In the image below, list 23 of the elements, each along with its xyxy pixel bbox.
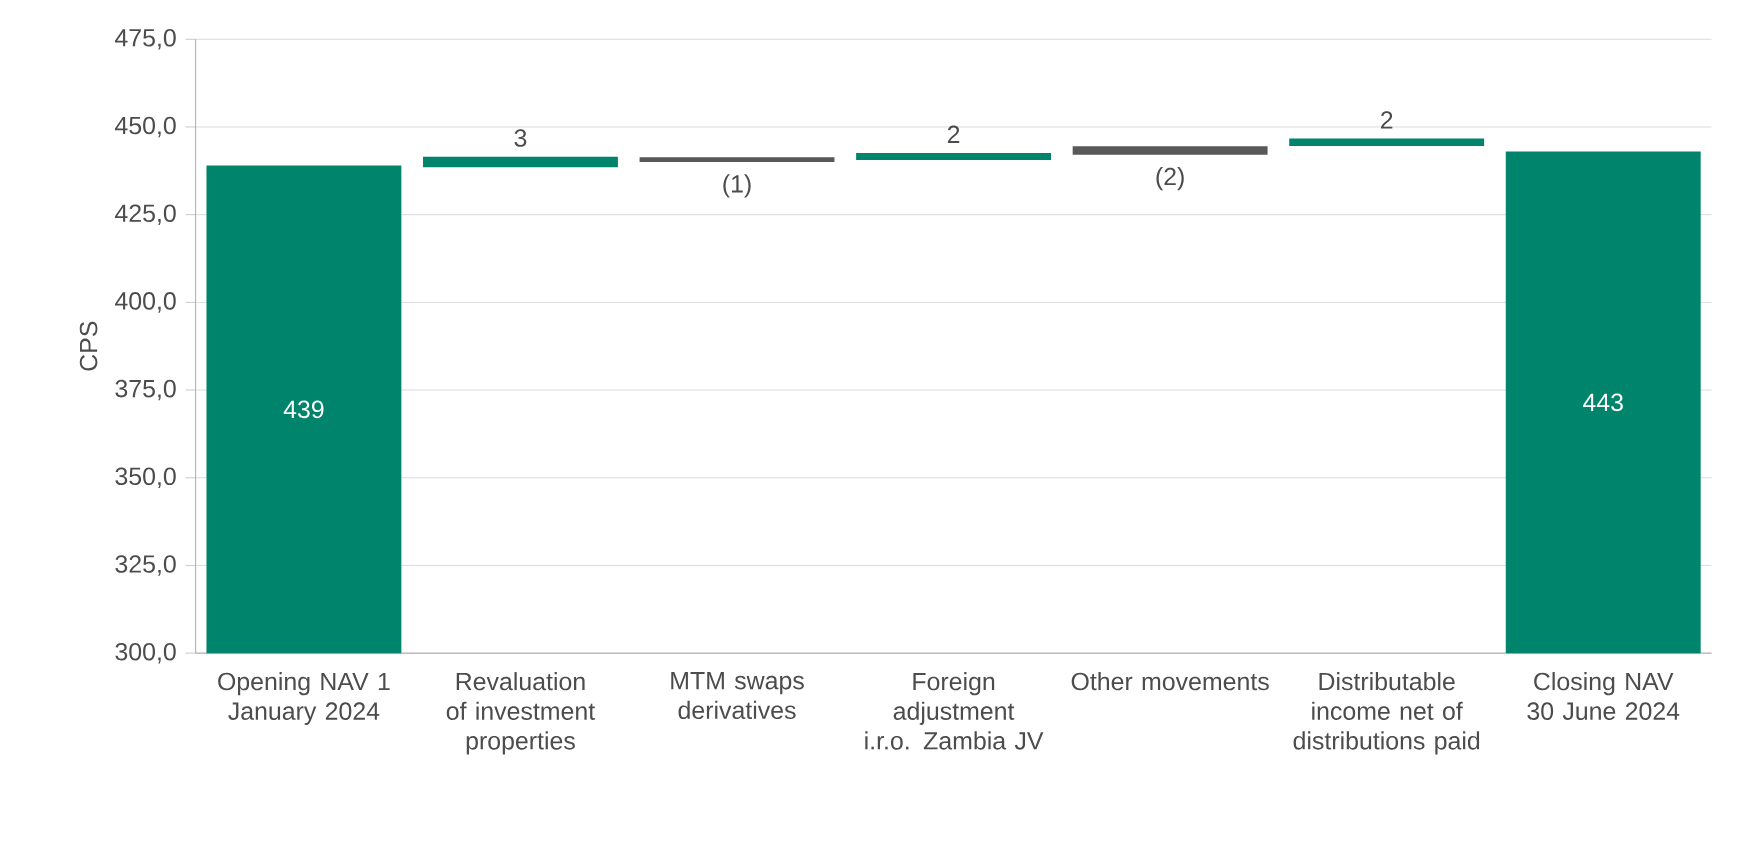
y-tick-label: 425,0 [115,204,176,225]
y-axis-title: CPS [79,321,98,371]
x-tick-label: Opening NAV 1 January 2024 [218,672,390,725]
y-tick-label: 325,0 [115,555,176,576]
y-tick-label: 450,0 [115,116,176,138]
data-label: (2) [1156,167,1184,191]
x-tick-label: MTM swaps derivatives [671,672,804,720]
data-label: 2 [1381,111,1393,129]
x-tick-label: Revaluation of investment properties [446,672,595,755]
y-tick-label: 475,0 [115,28,176,50]
data-label: 2 [947,125,960,143]
data-label: 3 [514,129,527,147]
y-tick-label: 350,0 [115,467,176,489]
x-tick-label: Distributable income net of distributions paid [1293,672,1480,755]
x-tick-label: Foreign adjustment i.r.o. Zambia JV [865,672,1044,750]
data-label: 439 [283,400,324,419]
data-label: 443 [1583,393,1623,412]
y-tick-label: 400,0 [115,292,176,313]
x-tick-label: Closing NAV 30 June 2024 [1527,672,1680,720]
y-tick-label: 375,0 [115,379,176,401]
x-tick-label: Other movements [1071,672,1269,691]
data-label: (1) [723,174,751,198]
y-tick-label: 300,0 [115,642,176,664]
